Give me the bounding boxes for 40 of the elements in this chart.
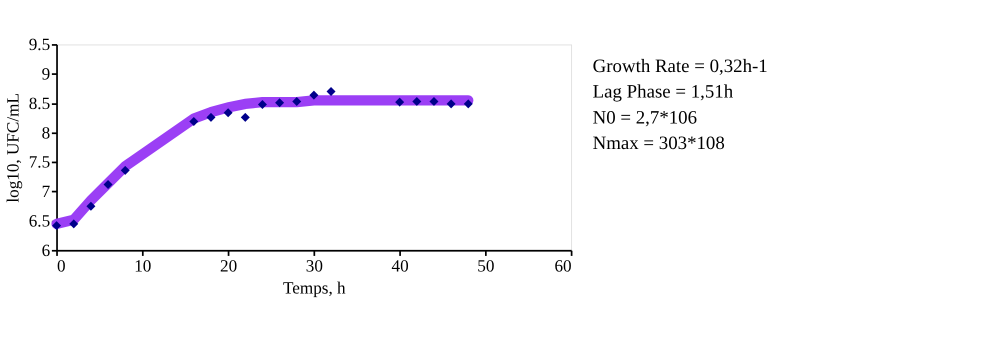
x-tick-label: 20 xyxy=(220,256,238,276)
x-tick-label: 60 xyxy=(554,256,572,276)
text: Nmax = 303*108 xyxy=(592,133,725,154)
y-tick-label: 8 xyxy=(42,123,50,142)
y-tick-label: 9.5 xyxy=(28,35,50,54)
point xyxy=(412,97,422,106)
y-tick-label: 8.5 xyxy=(28,94,50,113)
point xyxy=(206,112,216,122)
point xyxy=(395,98,404,107)
x-tick-label: 0 xyxy=(57,256,66,276)
x-tick-label: 10 xyxy=(134,256,152,276)
point xyxy=(69,219,78,228)
text: Lag Phase = 1,51h xyxy=(592,82,734,103)
point xyxy=(52,221,62,230)
y-tick-label: 9 xyxy=(42,64,50,84)
x-axis-title: Temps, h xyxy=(283,278,346,298)
point xyxy=(309,90,318,100)
y-tick-label: 6 xyxy=(42,240,51,260)
point xyxy=(446,99,456,108)
y-tick-label: 7.5 xyxy=(28,152,50,172)
point xyxy=(429,97,438,106)
y-tick-label: 7 xyxy=(42,182,51,202)
y-tick-label: 6.5 xyxy=(28,212,50,231)
y-axis-title: log10, UFC/mL xyxy=(3,93,22,203)
x-tick-label: 40 xyxy=(392,256,409,276)
x-tick-label: 50 xyxy=(477,256,494,276)
text: Growth Rate = 0,32h-1 xyxy=(592,56,768,77)
point xyxy=(104,180,113,189)
x-tick-label: 30 xyxy=(306,256,323,276)
point xyxy=(120,166,130,175)
point xyxy=(224,108,233,118)
point xyxy=(240,112,250,122)
point xyxy=(258,100,267,109)
point xyxy=(326,87,336,96)
point xyxy=(86,202,96,211)
point xyxy=(464,99,473,108)
point xyxy=(189,117,198,126)
point xyxy=(275,98,284,108)
point xyxy=(292,97,302,106)
text: N0 = 2,7*106 xyxy=(592,107,698,128)
